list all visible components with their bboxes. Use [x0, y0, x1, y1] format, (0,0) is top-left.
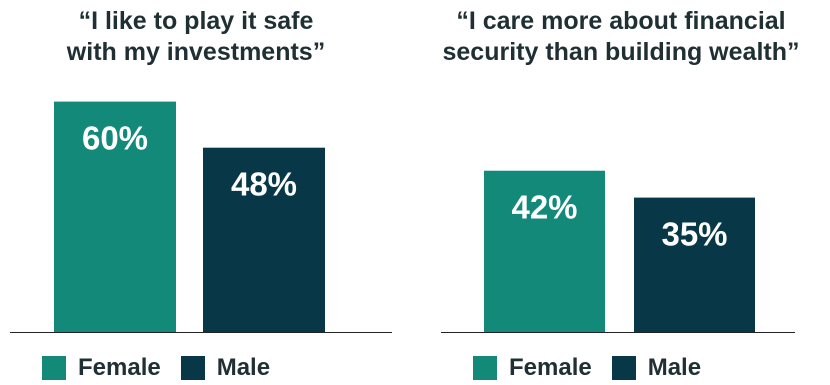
- legend-label-female: Female: [78, 354, 161, 381]
- legend-right: Female Male: [473, 354, 721, 382]
- legend-item-female: Female: [42, 354, 161, 382]
- legend-swatch-male: [611, 356, 636, 380]
- bar-male: [634, 197, 755, 332]
- legend-swatch-male: [180, 356, 205, 380]
- chart-title-left: “I like to play it safe with my investme…: [66, 7, 326, 66]
- chart-title-right: “I care more about financial security th…: [442, 7, 800, 66]
- legend-item-female: Female: [473, 354, 592, 382]
- legend-item-male: Male: [611, 354, 702, 382]
- legend-label-male: Male: [647, 354, 702, 381]
- data-label-male: 48%: [231, 166, 297, 203]
- data-label-female: 60%: [82, 120, 148, 157]
- data-label-male: 35%: [661, 216, 727, 253]
- legend-swatch-female: [473, 356, 497, 380]
- legend-label-female: Female: [509, 354, 592, 381]
- legend-label-male: Male: [216, 354, 271, 381]
- data-label-female: 42%: [511, 189, 577, 226]
- legend-left: Female Male: [42, 354, 290, 382]
- bar-male: [203, 147, 325, 332]
- bar-female: [54, 101, 176, 332]
- legend-item-male: Male: [180, 354, 271, 382]
- legend-swatch-female: [42, 356, 66, 380]
- bar-female: [484, 170, 605, 332]
